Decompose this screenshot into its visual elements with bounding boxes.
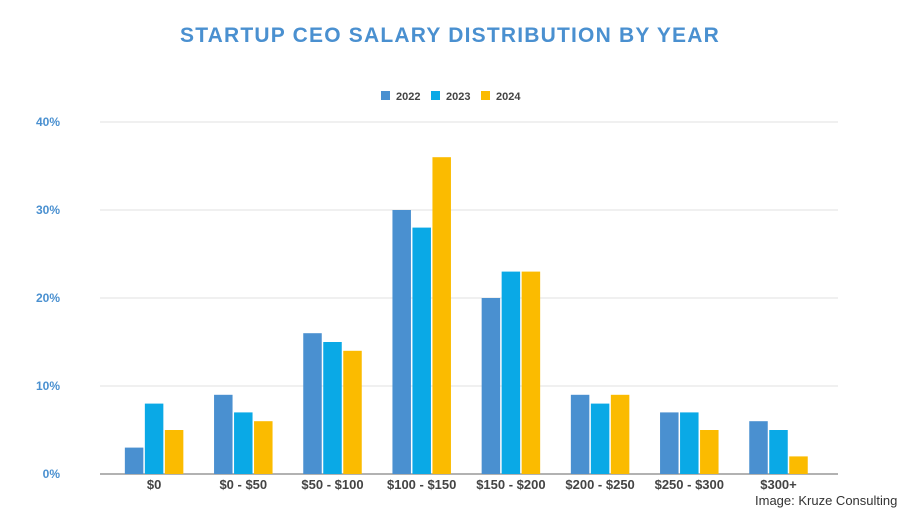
y-tick-label: 20% [36, 291, 60, 305]
legend-label: 2023 [446, 91, 470, 103]
y-tick-label: 10% [36, 379, 60, 393]
bar-2023 [412, 227, 431, 474]
bar-2024 [343, 350, 362, 474]
bar-2023 [590, 403, 610, 474]
x-tick-label: $250 - $300 [655, 477, 724, 492]
bar-2024 [610, 394, 630, 474]
bar-2022 [660, 412, 679, 474]
y-tick-label: 30% [36, 203, 60, 217]
legend-swatch-2023 [431, 91, 440, 100]
x-tick-label: $300+ [760, 477, 797, 492]
image-credit: Image: Kruze Consulting [755, 493, 898, 508]
bar-2023 [323, 342, 342, 474]
bar-2023 [501, 271, 521, 474]
legend-label: 2022 [396, 91, 420, 103]
chart-title: STARTUP CEO SALARY DISTRIBUTION BY YEAR [180, 24, 720, 47]
x-tick-label: $150 - $200 [476, 477, 545, 492]
bar-2023 [769, 430, 788, 474]
y-tick-label: 0% [43, 467, 61, 481]
bar-2022 [392, 210, 411, 474]
legend-swatch-2024 [481, 91, 490, 100]
y-tick-label: 40% [36, 115, 60, 129]
x-tick-label: $100 - $150 [387, 477, 456, 492]
legend-label: 2024 [496, 91, 521, 103]
bar-2024 [789, 456, 808, 474]
bar-2022 [214, 394, 233, 474]
bar-2024 [254, 421, 273, 474]
bar-2024 [164, 430, 184, 474]
x-tick-label: $0 [147, 477, 161, 492]
bar-2022 [303, 333, 322, 474]
x-tick-label: $0 - $50 [219, 477, 267, 492]
x-tick-label: $50 - $100 [301, 477, 363, 492]
legend-swatch-2022 [381, 91, 390, 100]
bar-2024 [432, 157, 451, 474]
bar-2022 [124, 447, 144, 474]
bar-2023 [234, 412, 253, 474]
bar-2024 [521, 271, 541, 474]
bar-2022 [570, 394, 590, 474]
bar-2023 [680, 412, 699, 474]
x-tick-label: $200 - $250 [565, 477, 634, 492]
bar-2024 [700, 430, 719, 474]
bar-2023 [144, 403, 164, 474]
bar-2022 [749, 421, 768, 474]
bar-2022 [481, 298, 501, 474]
